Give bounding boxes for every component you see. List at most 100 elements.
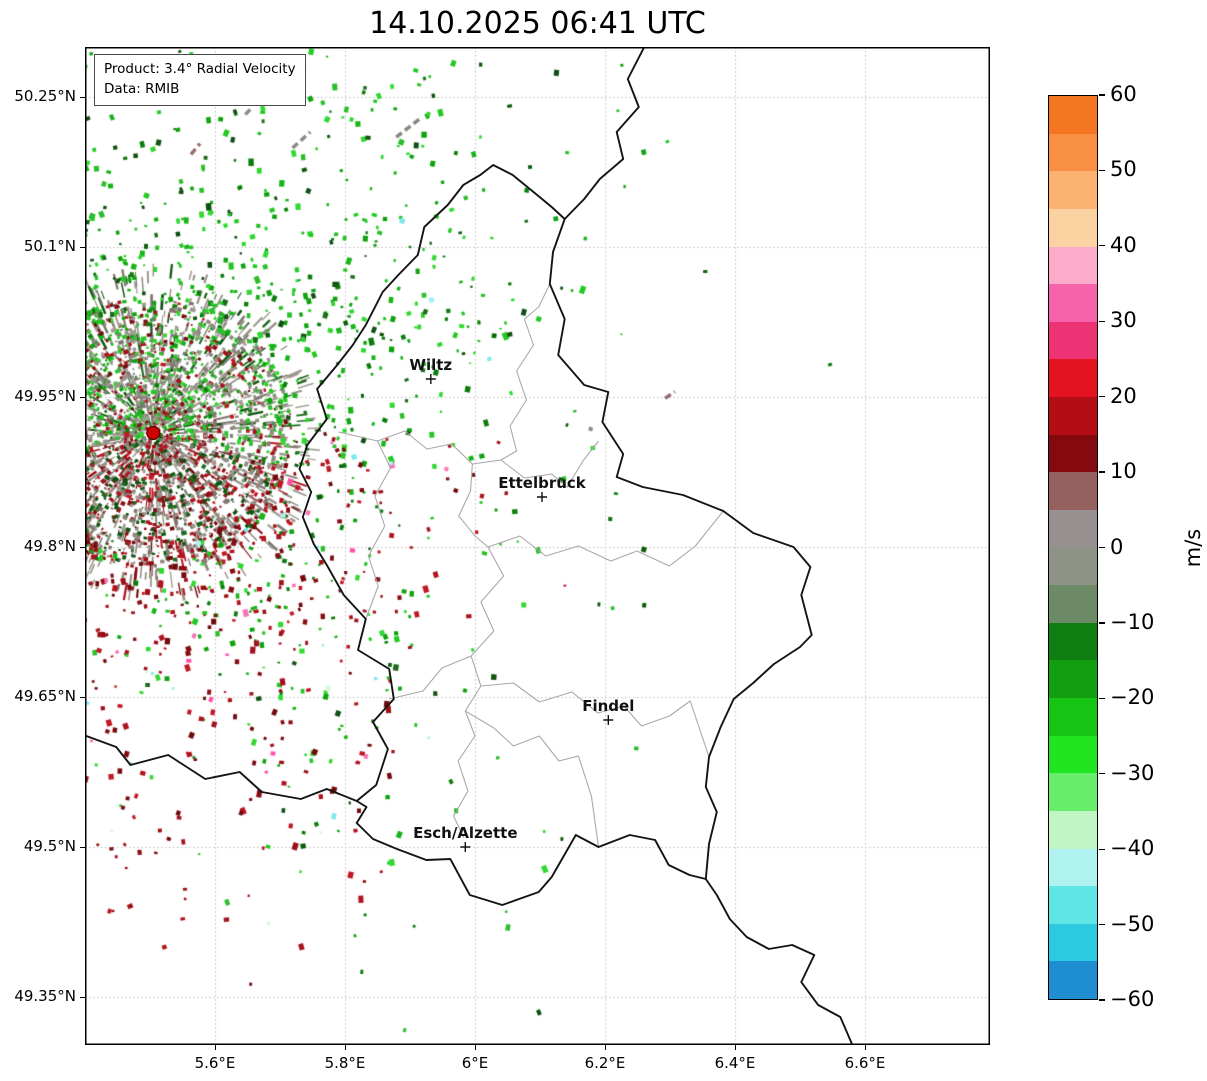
colorbar-band xyxy=(1049,886,1097,924)
colorbar-tick-mark xyxy=(1099,622,1105,624)
colorbar-tick-mark xyxy=(1099,245,1105,247)
country-border-france-belgium xyxy=(85,734,358,802)
colorbar-band xyxy=(1049,284,1097,322)
colorbar-tick-label: −20 xyxy=(1110,685,1155,710)
colorbar-tick-mark xyxy=(1099,697,1105,699)
region-border-r2 xyxy=(500,283,551,461)
region-border-r1 xyxy=(338,430,599,488)
x-tick-label: 5.8°E xyxy=(324,1054,366,1072)
colorbar-band xyxy=(1049,509,1097,548)
x-tick-label: 6°E xyxy=(461,1054,489,1072)
y-tick-mark xyxy=(80,96,85,98)
x-tick-mark xyxy=(734,1045,736,1050)
colorbar-tick-mark xyxy=(1099,848,1105,850)
city-marker-wiltz xyxy=(425,374,436,384)
map-plot: Wiltz Ettelbruck Findel Esch/Alzette Produc… xyxy=(85,47,990,1045)
radar-site-marker xyxy=(146,425,161,441)
colorbar-band xyxy=(1049,660,1097,698)
y-tick-label: 49.35°N xyxy=(14,987,76,1005)
colorbar-band xyxy=(1049,848,1097,887)
colorbar xyxy=(1048,95,1098,1000)
y-tick-mark xyxy=(80,696,85,698)
colorbar-tick-mark xyxy=(1099,773,1105,775)
x-tick-label: 6.4°E xyxy=(714,1054,756,1072)
colorbar-band xyxy=(1049,735,1097,774)
y-tick-mark xyxy=(80,246,85,248)
colorbar-unit-text: m/s xyxy=(1181,528,1205,568)
x-tick-mark xyxy=(864,1045,866,1050)
region-border-r5 xyxy=(480,682,710,758)
x-tick-mark xyxy=(474,1045,476,1050)
x-tick-label: 6.2°E xyxy=(584,1054,626,1072)
colorbar-band xyxy=(1049,622,1097,661)
colorbar-tick-mark xyxy=(1099,923,1105,926)
x-tick-label: 6.6°E xyxy=(844,1054,886,1072)
colorbar-band xyxy=(1049,133,1097,172)
colorbar-band xyxy=(1049,208,1097,247)
colorbar-tick-mark xyxy=(1099,320,1105,322)
colorbar-band xyxy=(1049,923,1097,962)
colorbar-tick-label: 10 xyxy=(1110,459,1137,484)
product-name-line: Product: 3.4° Radial Velocity xyxy=(104,61,296,77)
colorbar-tick-mark xyxy=(1099,169,1105,171)
colorbar-tick-label: 50 xyxy=(1110,157,1137,182)
y-tick-mark xyxy=(80,996,85,998)
colorbar-tick-label: 0 xyxy=(1110,534,1124,559)
colorbar-band xyxy=(1049,321,1097,360)
x-tick-mark xyxy=(604,1045,606,1050)
y-tick-label: 49.5°N xyxy=(23,837,76,855)
city-label-esch-alzette: Esch/Alzette xyxy=(413,824,517,842)
colorbar-band xyxy=(1049,585,1097,623)
region-border-r6 xyxy=(487,510,724,567)
y-tick-label: 49.65°N xyxy=(14,687,76,705)
colorbar-tick-label: −60 xyxy=(1110,987,1155,1011)
region-border-r4 xyxy=(389,655,472,700)
city-label-wiltz: Wiltz xyxy=(409,356,452,374)
colorbar-tick-label: −40 xyxy=(1110,836,1155,861)
x-tick-mark xyxy=(344,1045,346,1050)
country-border-belgium-germany xyxy=(563,47,646,220)
colorbar-band xyxy=(1049,434,1097,473)
colorbar-band xyxy=(1049,171,1097,209)
y-tick-label: 49.8°N xyxy=(23,537,76,555)
plot-frame xyxy=(85,47,990,1045)
colorbar-band xyxy=(1049,547,1097,586)
y-tick-mark xyxy=(80,396,85,398)
colorbar-tick-label: −10 xyxy=(1110,609,1155,634)
y-tick-label: 50.1°N xyxy=(23,237,76,255)
colorbar-band xyxy=(1049,810,1097,849)
colorbar-band xyxy=(1049,961,1097,999)
country-border-france-germany xyxy=(704,878,854,1045)
country-border-luxembourg xyxy=(298,164,813,906)
y-tick-mark xyxy=(80,546,85,548)
colorbar-band xyxy=(1049,246,1097,285)
y-tick-label: 50.25°N xyxy=(14,87,76,105)
x-tick-mark xyxy=(214,1045,216,1050)
data-source-line: Data: RMIB xyxy=(104,81,180,98)
colorbar-tick-label: 60 xyxy=(1110,82,1137,106)
colorbar-tick-mark xyxy=(1099,94,1105,96)
colorbar-tick-label: 30 xyxy=(1110,308,1137,333)
colorbar-band xyxy=(1049,773,1097,811)
colorbar-band xyxy=(1049,397,1097,435)
region-border-r3 xyxy=(453,463,505,839)
city-marker-findel xyxy=(603,715,614,725)
y-tick-label: 49.95°N xyxy=(14,387,76,405)
colorbar-tick-label: 20 xyxy=(1110,383,1137,408)
region-border-r8 xyxy=(365,440,392,620)
colorbar-band xyxy=(1049,472,1097,510)
x-tick-label: 5.6°E xyxy=(194,1054,236,1072)
page-title: 14.10.2025 06:41 UTC xyxy=(369,6,706,41)
city-label-ettelbruck: Ettelbruck xyxy=(498,474,587,492)
colorbar-band xyxy=(1049,698,1097,736)
colorbar-tick-label: −50 xyxy=(1110,911,1155,936)
y-tick-mark xyxy=(80,846,85,848)
colorbar-tick-label: 40 xyxy=(1110,232,1137,257)
product-info-box: Product: 3.4° Radial Velocity Data: RMIB xyxy=(94,54,306,106)
colorbar-tick-label: −30 xyxy=(1110,760,1155,785)
city-label-findel: Findel xyxy=(582,697,634,715)
colorbar-band xyxy=(1049,359,1097,397)
colorbar-tick-mark xyxy=(1099,999,1105,1001)
city-marker-esch-alzette xyxy=(460,842,471,852)
